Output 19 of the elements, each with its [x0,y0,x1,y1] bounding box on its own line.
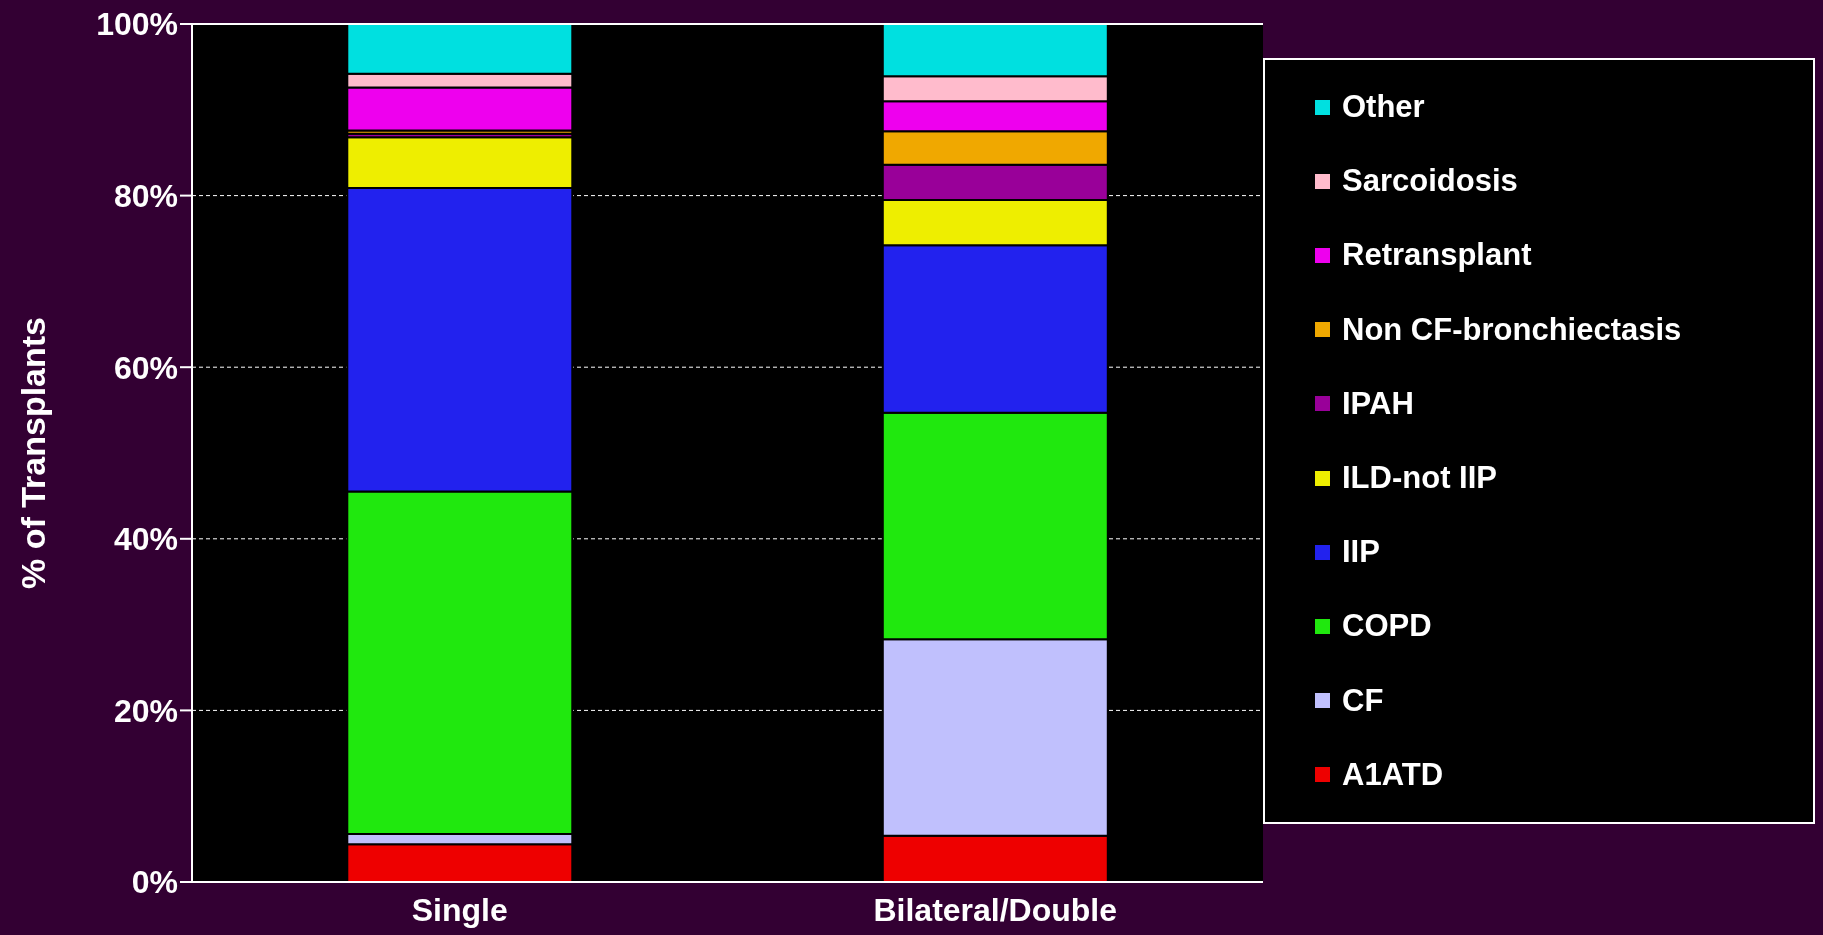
legend-label: IIP [1342,534,1380,571]
y-tick-label: 100% [96,6,178,43]
y-axis-title: % of Transplants [13,316,52,590]
y-tick-label: 80% [113,177,178,214]
legend-label: IPAH [1342,385,1414,422]
legend-label: Sarcoidosis [1342,163,1518,200]
y-tick-label: 40% [113,521,178,558]
legend-label: ILD-not IIP [1342,460,1497,497]
y-tick-label: 20% [113,692,178,729]
legend-label: CF [1342,682,1384,719]
legend-label: Other [1342,89,1425,126]
x-tick-label: Bilateral/Double [873,891,1118,928]
legend-label: COPD [1342,608,1432,645]
legend-label: A1ATD [1342,756,1444,793]
y-tick-label: 60% [113,349,178,386]
legend-label: Retransplant [1342,237,1532,274]
legend-label: Non CF-bronchiectasis [1342,311,1682,348]
y-tick-label: 0% [131,864,178,901]
x-tick-label: Single [411,891,508,928]
